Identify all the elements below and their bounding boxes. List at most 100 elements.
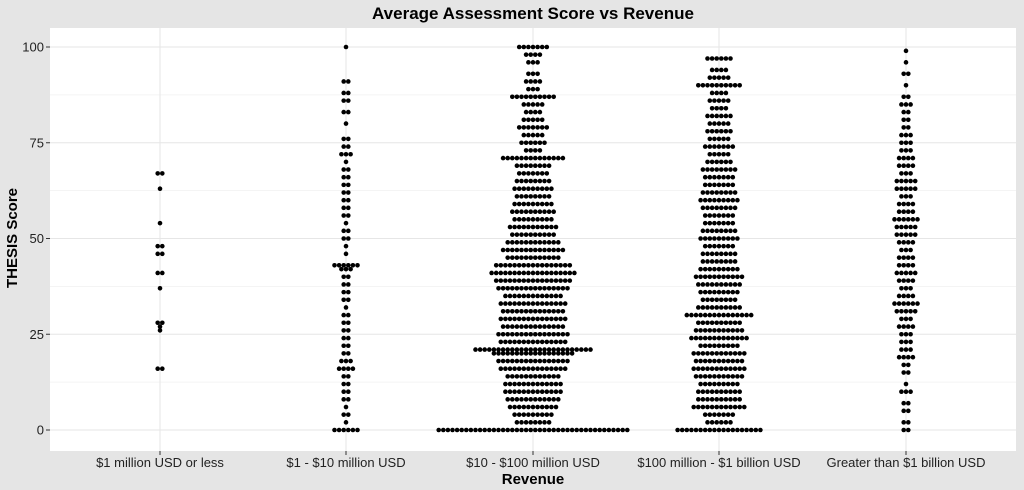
data-point [516, 301, 522, 306]
data-point [556, 427, 561, 433]
data-point [500, 285, 506, 291]
data-point [739, 328, 745, 333]
data-point [533, 163, 538, 169]
data-point [528, 52, 533, 57]
data-point [908, 389, 913, 395]
data-point [539, 412, 545, 417]
data-point [721, 220, 726, 226]
data-point [544, 217, 550, 222]
data-point [910, 255, 916, 260]
data-point [908, 270, 913, 276]
data-point [535, 293, 540, 299]
data-point [526, 366, 531, 372]
data-point [901, 209, 906, 214]
data-point [505, 308, 511, 314]
data-point [505, 324, 511, 329]
data-point [896, 324, 902, 329]
data-point [346, 389, 351, 395]
data-point [514, 358, 520, 364]
data-point [723, 128, 729, 134]
data-point [537, 194, 543, 199]
data-point [537, 79, 543, 84]
data-point [721, 335, 726, 341]
data-point [507, 381, 513, 387]
data-point [160, 366, 165, 372]
data-point [341, 167, 347, 172]
data-point [528, 178, 533, 184]
data-point [530, 224, 536, 230]
data-point [503, 366, 508, 372]
data-point [519, 285, 524, 291]
data-point [551, 351, 556, 356]
data-point [567, 270, 573, 276]
data-point [625, 427, 630, 433]
data-point [730, 381, 736, 387]
data-point [712, 412, 717, 417]
data-point [523, 358, 529, 364]
data-point [689, 427, 694, 433]
data-point [735, 312, 740, 318]
data-point [519, 209, 524, 214]
data-point [730, 289, 736, 295]
data-point [910, 301, 916, 306]
data-point [735, 427, 740, 433]
data-point [346, 190, 351, 195]
data-point [712, 312, 717, 318]
data-point [719, 128, 724, 134]
data-point [709, 167, 715, 172]
data-point [544, 263, 550, 268]
data-point [912, 186, 918, 192]
data-point [516, 412, 522, 417]
data-point [537, 109, 543, 115]
data-point [702, 328, 708, 333]
data-point [551, 397, 556, 402]
data-point [546, 155, 552, 161]
data-point [514, 194, 520, 199]
data-point [512, 278, 517, 283]
data-point [744, 312, 749, 318]
data-point [551, 94, 556, 100]
data-point [896, 278, 902, 283]
data-point [903, 247, 909, 253]
data-point [530, 293, 536, 299]
data-point [696, 404, 701, 410]
data-point [615, 427, 621, 433]
data-point [698, 335, 703, 341]
data-point [899, 308, 904, 314]
data-point [569, 347, 575, 352]
data-point [707, 136, 713, 142]
data-point [546, 397, 552, 402]
data-point [716, 121, 722, 126]
data-point [496, 351, 501, 356]
data-point [341, 320, 347, 326]
data-point [512, 201, 517, 207]
data-point [539, 186, 545, 192]
data-point [691, 404, 696, 410]
data-point [899, 132, 904, 138]
data-point [714, 167, 719, 172]
data-point [899, 148, 904, 153]
data-point [514, 324, 520, 329]
data-point [739, 358, 745, 364]
data-point [553, 301, 559, 306]
data-point [528, 194, 533, 199]
data-point [542, 178, 547, 184]
data-point [346, 351, 351, 356]
data-point [696, 83, 701, 88]
data-point [510, 351, 515, 356]
data-point [544, 224, 550, 230]
data-point [709, 128, 715, 134]
data-point [712, 75, 717, 80]
data-point [705, 159, 710, 165]
data-point [709, 282, 715, 287]
data-point [535, 102, 540, 107]
data-point [498, 263, 504, 268]
data-point [549, 186, 554, 192]
data-point [684, 312, 690, 318]
data-point [519, 155, 524, 161]
data-point [602, 427, 607, 433]
data-point [716, 182, 722, 188]
data-point [537, 155, 543, 161]
data-point [700, 190, 706, 195]
data-point [896, 293, 902, 299]
